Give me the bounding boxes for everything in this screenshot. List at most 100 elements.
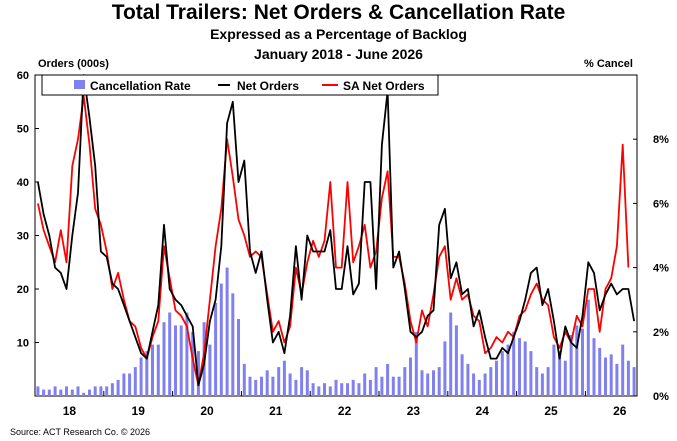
right-tick-label: 4%: [653, 263, 669, 275]
cancellation-bar: [575, 325, 579, 396]
cancellation-bar: [495, 360, 498, 396]
cancellation-bar: [93, 386, 97, 396]
cancellation-bar: [563, 360, 567, 396]
right-tick-label: 6%: [653, 198, 669, 210]
x-tick-label: 21: [269, 404, 283, 418]
x-tick-label: 23: [407, 404, 421, 418]
left-tick-label: 60: [17, 70, 29, 82]
legend: Cancellation Rate Net Orders SA Net Orde…: [41, 74, 439, 96]
plot-frame: [34, 74, 638, 397]
cancellation-bar: [305, 370, 309, 396]
cancellation-bar: [237, 319, 240, 396]
cancellation-bar: [248, 376, 252, 396]
cancellation-bar: [489, 367, 493, 396]
cancellation-bar: [260, 376, 263, 396]
cancellation-bar: [110, 383, 114, 396]
cancellation-bar: [277, 367, 281, 396]
cancellation-bar: [477, 379, 481, 396]
cancellation-bar: [282, 360, 286, 396]
cancellation-bar: [185, 312, 189, 396]
cancellation-bar: [414, 331, 418, 396]
cancellation-bar: [145, 351, 149, 396]
cancellation-bar: [581, 328, 584, 396]
legend-box: [41, 74, 439, 96]
cancellation-bar: [540, 373, 544, 396]
cancellation-bar: [219, 283, 223, 396]
cancellation-bar: [340, 383, 344, 396]
cancellation-bar: [116, 379, 120, 396]
legend-label-net-orders: Net Orders: [237, 79, 299, 93]
cancellation-bar: [351, 379, 355, 396]
cancellation-bars: [36, 267, 636, 396]
cancellation-bar: [380, 376, 384, 396]
cancellation-bar: [317, 386, 321, 396]
cancellation-bar: [288, 373, 292, 396]
cancellation-bar: [626, 360, 630, 396]
cancellation-bar: [254, 379, 258, 396]
left-tick-label: 10: [17, 338, 29, 350]
cancellation-bar: [122, 373, 126, 396]
cancellation-bar: [36, 386, 40, 396]
cancellation-bar: [523, 341, 527, 396]
left-tick-label: 20: [17, 284, 29, 296]
cancellation-bar: [569, 335, 573, 396]
x-tick-label: 20: [200, 404, 214, 418]
cancellation-bar: [432, 370, 435, 396]
cancellation-bar: [334, 379, 338, 396]
cancellation-bar: [449, 312, 453, 396]
legend-swatch-cancellation: [74, 80, 85, 89]
cancellation-bar: [460, 354, 464, 396]
left-tick-label: 30: [17, 231, 29, 243]
cancellation-bar: [368, 379, 372, 396]
cancellation-bar: [208, 344, 212, 396]
cancellation-bar: [242, 363, 246, 396]
cancellation-bar: [386, 363, 390, 396]
left-tick-label: 50: [17, 124, 29, 136]
cancellation-bar: [437, 367, 441, 396]
sa-net-orders-line: [37, 95, 630, 387]
cancellation-bar: [300, 367, 304, 396]
cancellation-bar: [632, 367, 636, 396]
cancellation-bar: [529, 351, 533, 396]
net-orders-line: [37, 74, 635, 387]
cancellation-bar: [76, 386, 80, 396]
cancellation-bar: [409, 357, 412, 396]
legend-label-cancellation: Cancellation Rate: [90, 79, 191, 93]
cancellation-bar: [174, 325, 177, 396]
cancellation-bar: [615, 363, 619, 396]
legend-label-sa-net-orders: SA Net Orders: [343, 79, 425, 93]
source-note: Source: ACT Research Co. © 2026: [10, 427, 151, 437]
cancellation-bar: [443, 341, 447, 396]
cancellation-bar: [483, 373, 487, 396]
cancellation-bar: [598, 347, 602, 396]
right-tick-label: 0%: [653, 391, 669, 403]
cancellation-bar: [128, 373, 132, 396]
cancellation-bar: [156, 344, 160, 396]
cancellation-bar: [357, 383, 361, 396]
cancellation-bar: [225, 267, 229, 396]
cancellation-bar: [105, 386, 109, 396]
cancellation-bar: [99, 386, 103, 396]
cancellation-bar: [586, 299, 590, 396]
cancellation-bar: [311, 383, 315, 396]
cancellation-bar: [454, 325, 458, 396]
cancellation-bar: [621, 344, 625, 396]
cancellation-bar: [47, 389, 51, 396]
cancellation-bar: [512, 331, 516, 396]
cancellation-bar: [518, 338, 521, 396]
right-tick-label: 8%: [653, 134, 669, 146]
cancellation-bar: [191, 331, 195, 396]
cancellation-bar: [294, 379, 298, 396]
cancellation-bar: [271, 376, 275, 396]
cancellation-bar: [265, 370, 269, 396]
x-tick-label: 19: [132, 404, 146, 418]
series-lines: [37, 74, 635, 387]
cancellation-bar: [133, 367, 137, 396]
cancellation-bar: [53, 386, 57, 396]
cancellation-bar: [59, 389, 63, 396]
cancellation-bar: [42, 389, 46, 396]
chart-subtitle: Expressed as a Percentage of Backlog: [210, 26, 467, 42]
cancellation-bar: [546, 367, 550, 396]
left-tick-label: 40: [17, 177, 29, 189]
cancellation-bar: [558, 351, 562, 396]
